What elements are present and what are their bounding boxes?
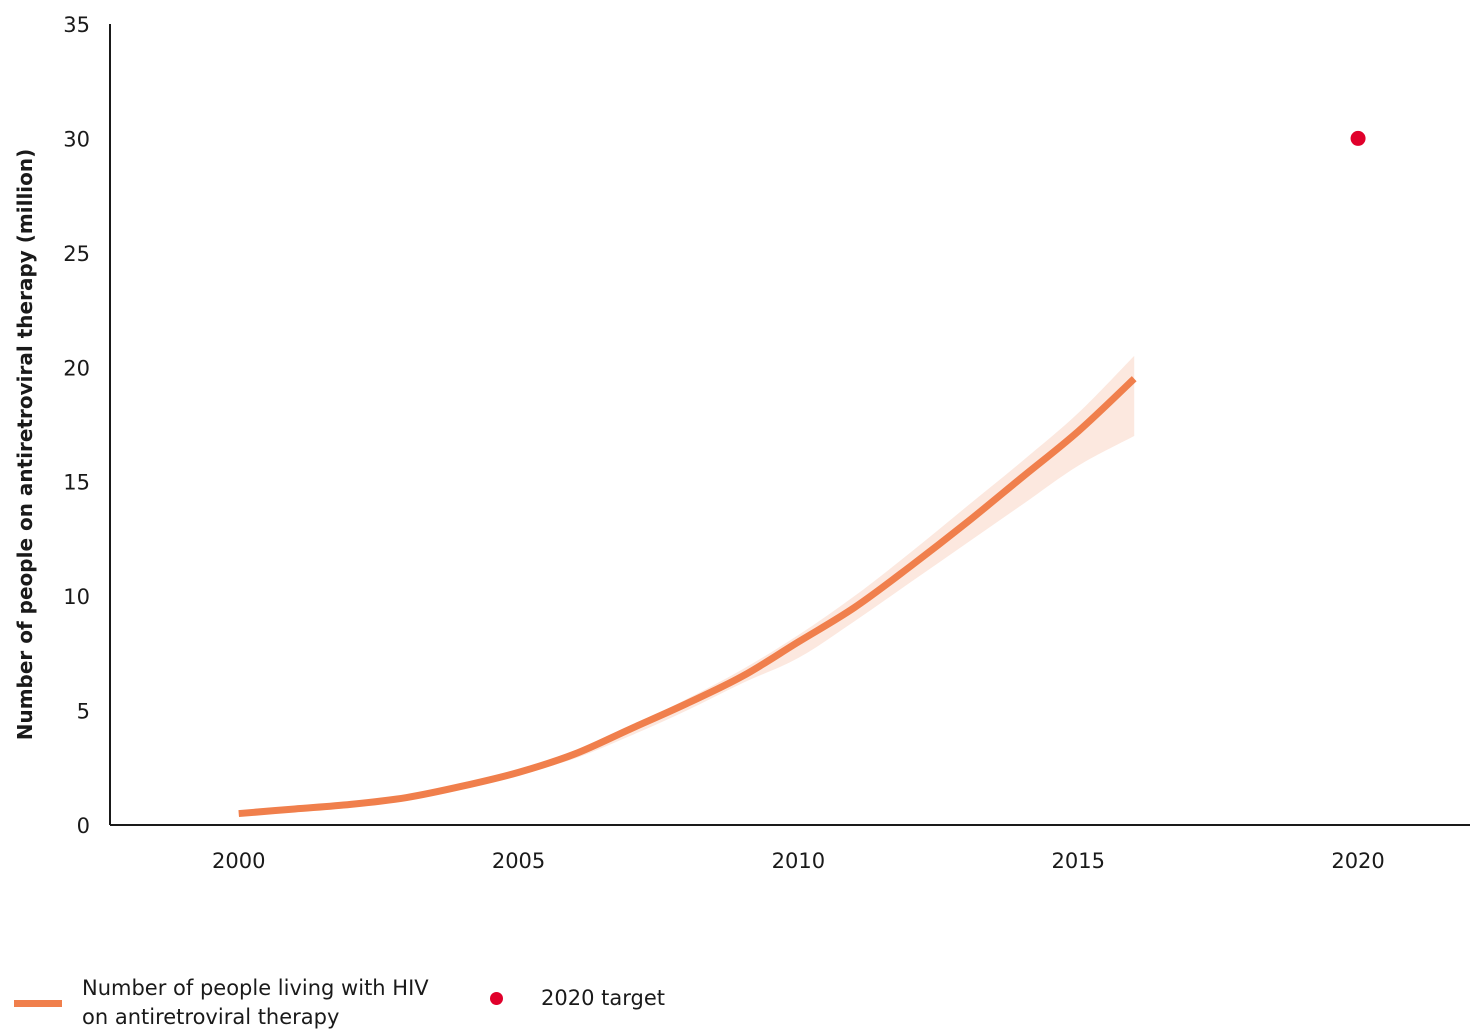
target-point [1351,131,1366,146]
y-tick-label: 35 [63,13,90,37]
series-uncertainty-band [239,356,1134,816]
legend-target-label: 2020 target [541,984,665,1013]
y-tick-label: 30 [63,127,90,151]
legend-dot-swatch [490,992,503,1005]
uncertainty-bands [239,356,1134,816]
y-tick-label: 15 [63,471,90,495]
x-tick-label: 2015 [1052,849,1105,873]
legend-item-target: 2020 target [490,984,665,1013]
series-lines [239,379,1134,814]
x-tick-label: 2010 [772,849,825,873]
legend-line-swatch [14,1000,62,1007]
y-tick-label: 20 [63,356,90,380]
y-tick-label: 0 [77,814,90,838]
y-tick-label: 25 [63,242,90,266]
y-axis-ticks: 0 5 10 15 20 25 30 35 [63,13,90,838]
x-axis-ticks: 2000 2005 2010 2015 2020 [212,849,1385,873]
x-tick-label: 2005 [492,849,545,873]
legend-item-series: Number of people living with HIV on anti… [14,974,429,1032]
legend-series-label: Number of people living with HIV on anti… [82,974,429,1032]
x-tick-label: 2000 [212,849,265,873]
series-line [239,379,1134,814]
target-points [1351,131,1366,146]
y-axis-title: Number of people on antiretroviral thera… [13,149,37,741]
legend: Number of people living with HIV on anti… [0,960,1470,1031]
y-tick-label: 5 [77,700,90,724]
y-tick-label: 10 [63,585,90,609]
x-tick-label: 2020 [1331,849,1384,873]
